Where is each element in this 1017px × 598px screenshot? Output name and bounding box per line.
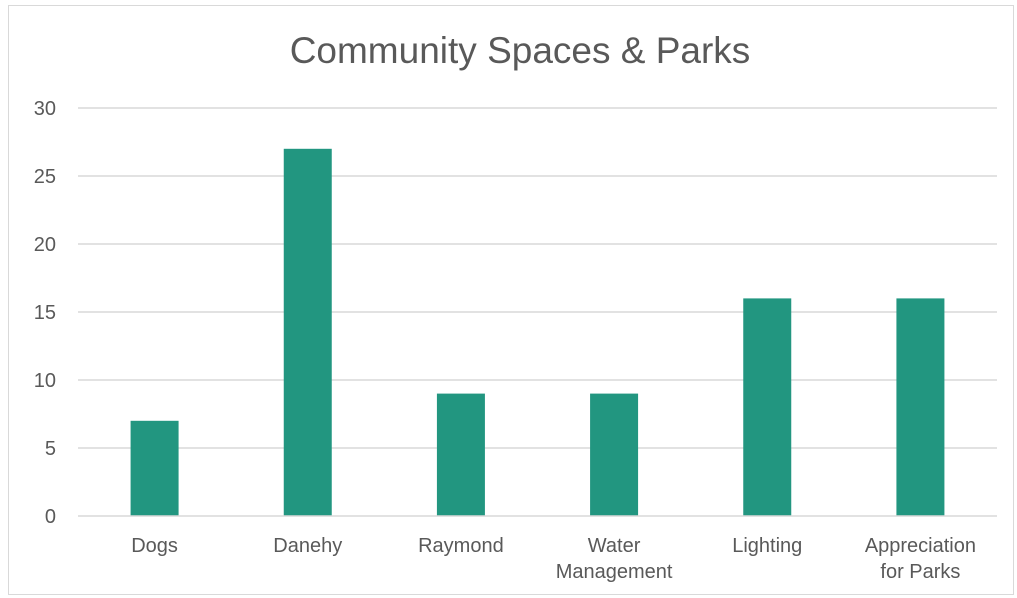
bars xyxy=(130,148,945,517)
x-category-label: Lighting xyxy=(732,535,802,557)
x-category-label: Danehy xyxy=(273,535,342,557)
y-tick-label-30: 30 xyxy=(34,98,56,120)
x-axis-categories: Dogs Danehy Raymond Water Management Lighting… xyxy=(131,535,976,583)
bar-appreciation-for-parks xyxy=(896,298,945,516)
x-category-label: Water Management xyxy=(556,535,673,583)
y-tick-label-10: 10 xyxy=(34,370,56,392)
bar-raymond xyxy=(436,393,485,516)
bar-danehy xyxy=(283,148,332,517)
x-category-label: Dogs xyxy=(131,535,178,557)
y-tick-label-5: 5 xyxy=(45,438,56,460)
y-tick-label-0: 0 xyxy=(45,506,56,528)
bar-water-management xyxy=(590,393,639,516)
x-category-label: Appreciation for Parks xyxy=(865,535,976,583)
bar-lighting xyxy=(743,298,792,516)
y-tick-label-25: 25 xyxy=(34,166,56,188)
y-tick-label-15: 15 xyxy=(34,302,56,324)
gridlines xyxy=(78,107,997,449)
y-tick-label-20: 20 xyxy=(34,234,56,256)
y-axis-ticks: 0 5 10 15 20 25 30 xyxy=(34,98,56,528)
bar-dogs xyxy=(130,420,179,516)
x-category-label: Raymond xyxy=(418,535,504,557)
chart-title: Community Spaces & Parks xyxy=(290,30,751,71)
